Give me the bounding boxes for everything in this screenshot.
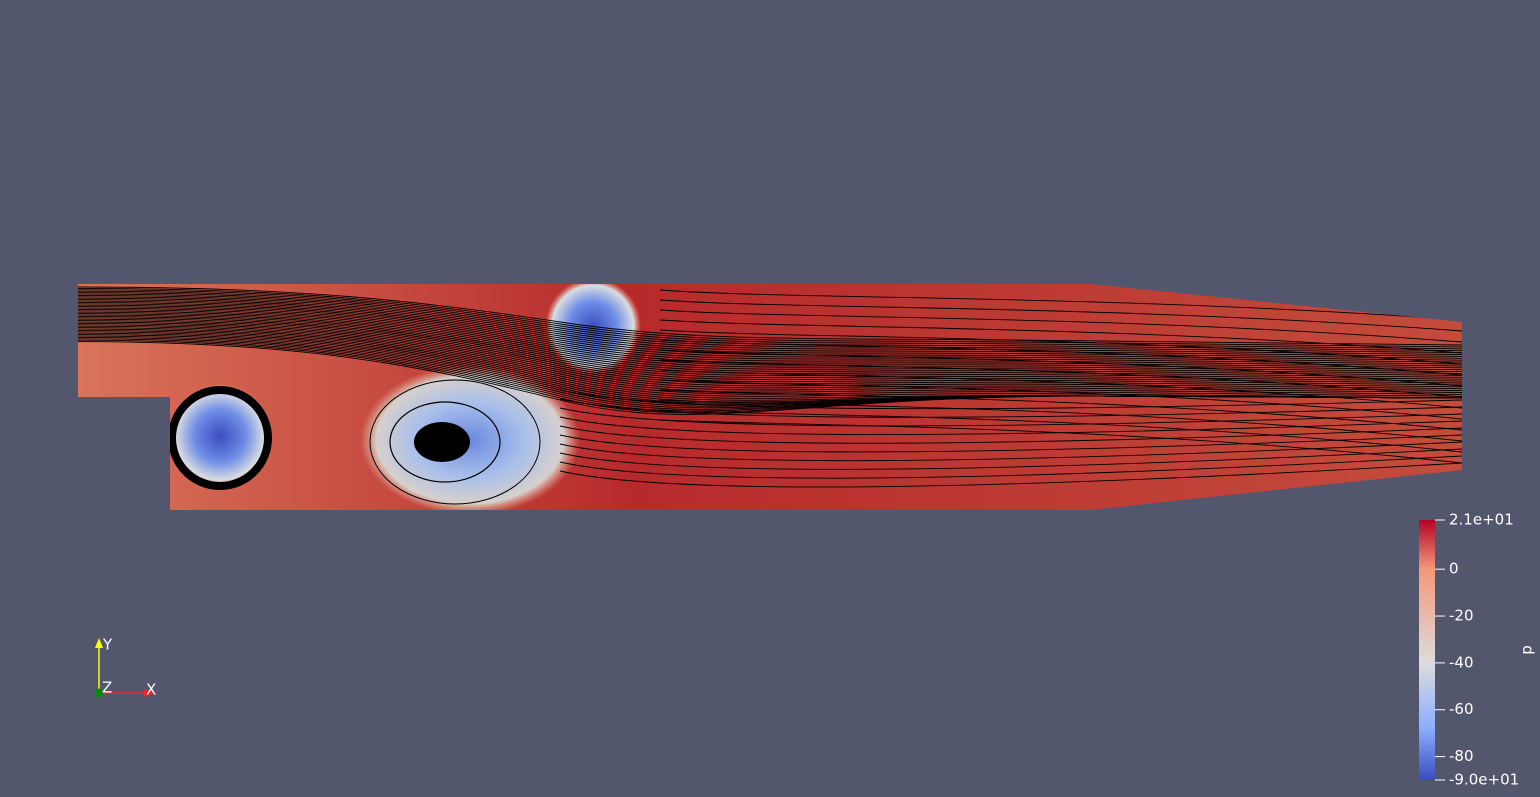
streamline xyxy=(659,299,1462,332)
streamline xyxy=(78,325,1462,399)
streamline xyxy=(78,318,1462,390)
streamline xyxy=(78,294,1462,357)
streamline xyxy=(659,399,1462,442)
streamline xyxy=(559,434,1462,453)
streamline xyxy=(559,389,1462,410)
streamline xyxy=(78,300,1462,365)
x-arrow xyxy=(144,689,155,697)
streamline xyxy=(659,379,1462,420)
streamline xyxy=(559,455,1462,479)
colorbar-ticks: 2.1e+01 0 -20 -40 -60 -80 -9.0e+01 xyxy=(1435,511,1519,789)
streamline xyxy=(659,329,1462,365)
streamline xyxy=(78,289,1462,350)
tick-label: 0 xyxy=(1449,560,1459,578)
streamline xyxy=(78,296,1462,359)
streamline xyxy=(559,462,1462,488)
orientation-axes: Y X Z xyxy=(94,636,156,699)
colorbar xyxy=(1419,520,1435,780)
vortex-core xyxy=(414,422,470,462)
streamline xyxy=(559,441,1462,462)
streamline xyxy=(78,303,1462,369)
streamline xyxy=(78,328,1462,401)
streamlines xyxy=(78,286,1462,488)
streamline xyxy=(78,315,1462,386)
streamline xyxy=(78,324,1462,397)
streamline xyxy=(659,409,1462,453)
streamline xyxy=(78,322,1462,395)
streamline xyxy=(78,332,1462,406)
y-label: Y xyxy=(102,636,113,654)
streamline xyxy=(659,369,1462,409)
streamline xyxy=(659,309,1462,343)
streamline xyxy=(659,349,1462,387)
vortex xyxy=(168,384,272,488)
streamline xyxy=(78,293,1462,355)
vortex-core xyxy=(168,386,272,490)
vortex xyxy=(360,365,580,510)
streamline xyxy=(78,314,1462,384)
streamline xyxy=(78,336,1462,410)
streamline xyxy=(78,301,1462,367)
y-arrow xyxy=(95,638,103,648)
streamline xyxy=(78,331,1462,404)
streamline xyxy=(78,308,1462,376)
streamline xyxy=(559,398,1462,418)
streamline xyxy=(659,339,1462,376)
streamline xyxy=(78,304,1462,371)
z-axis xyxy=(94,688,104,698)
streamline xyxy=(78,341,1462,415)
streamline xyxy=(78,329,1462,403)
tick-label: -20 xyxy=(1449,607,1474,625)
streamline xyxy=(559,425,1462,444)
streamline xyxy=(559,448,1462,470)
streamline xyxy=(78,286,1462,346)
tick-label: -9.0e+01 xyxy=(1449,771,1519,789)
streamline xyxy=(78,297,1462,361)
x-label: X xyxy=(146,681,156,699)
flow-domain xyxy=(78,284,1462,510)
streamline xyxy=(78,338,1462,412)
streamline xyxy=(78,317,1462,388)
streamline xyxy=(659,389,1462,431)
streamline xyxy=(559,407,1462,427)
streamline xyxy=(78,339,1462,414)
streamline xyxy=(559,416,1462,436)
streamline xyxy=(659,359,1462,398)
streamline xyxy=(659,319,1462,354)
tick-label: -60 xyxy=(1449,700,1474,718)
streamline xyxy=(659,289,1462,321)
streamline xyxy=(78,335,1462,409)
streamline xyxy=(78,310,1462,378)
tick-label: 2.1e+01 xyxy=(1449,511,1514,529)
z-label: Z xyxy=(102,679,112,697)
vortex-ring xyxy=(389,401,501,483)
streamline xyxy=(78,290,1462,352)
tick-label: -40 xyxy=(1449,653,1474,671)
tick-label: -80 xyxy=(1449,747,1474,765)
streamline xyxy=(78,311,1462,380)
streamline xyxy=(78,307,1462,374)
streamline xyxy=(78,287,1462,348)
vortex-ring xyxy=(369,379,541,505)
streamline xyxy=(78,321,1462,393)
colorbar-title: p xyxy=(1518,645,1536,655)
